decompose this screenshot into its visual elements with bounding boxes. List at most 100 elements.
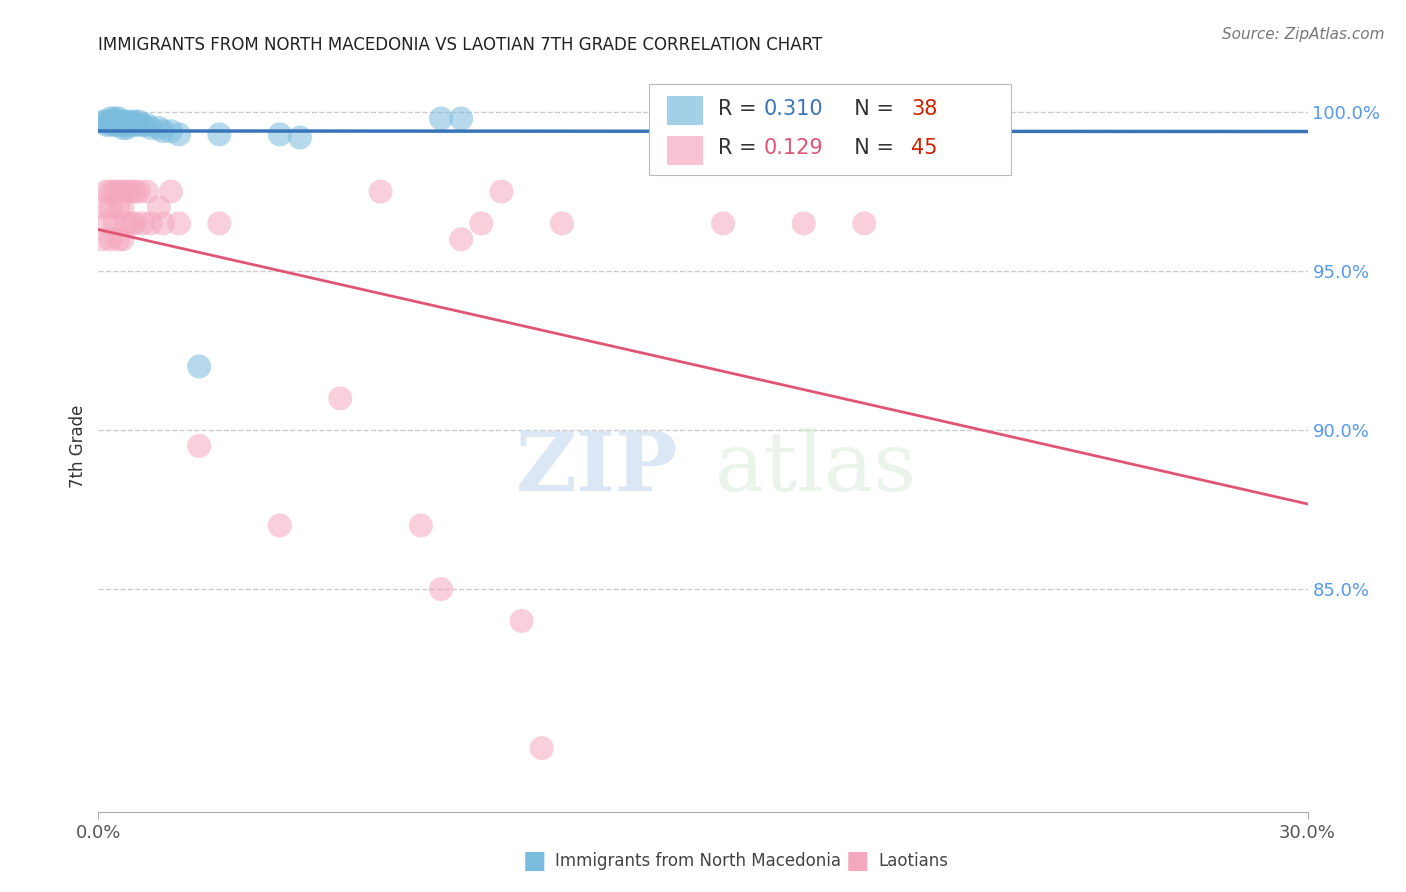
Text: R =: R = [717, 99, 763, 119]
Text: Laotians: Laotians [879, 852, 949, 870]
Point [132, 216, 155, 230]
Text: ■: ■ [523, 849, 546, 872]
Point [135, 118, 157, 132]
Point [167, 216, 190, 230]
Point [711, 216, 734, 230]
Point [208, 128, 231, 142]
Text: 45: 45 [911, 138, 938, 158]
Point [269, 128, 291, 142]
Point [128, 114, 150, 128]
Point [188, 439, 211, 453]
Point [124, 216, 146, 230]
Point [124, 114, 146, 128]
Point [91, 114, 114, 128]
Point [470, 216, 492, 230]
Point [100, 114, 122, 128]
Point [551, 216, 574, 230]
Text: ZIP: ZIP [516, 428, 679, 508]
Point [96, 185, 118, 199]
Point [148, 120, 170, 135]
Text: N =: N = [841, 99, 900, 119]
Point [111, 185, 134, 199]
Point [139, 120, 162, 135]
Point [111, 118, 134, 132]
Point [793, 216, 815, 230]
Point [111, 120, 134, 135]
Point [120, 114, 142, 128]
Point [107, 112, 129, 126]
Point [107, 232, 129, 246]
Point [103, 118, 125, 132]
Text: 0.129: 0.129 [763, 138, 823, 158]
Point [160, 124, 183, 138]
Point [450, 232, 472, 246]
Point [115, 185, 138, 199]
Point [491, 185, 513, 199]
Text: Immigrants from North Macedonia: Immigrants from North Macedonia [555, 852, 841, 870]
Point [288, 130, 311, 145]
Point [128, 185, 150, 199]
Point [269, 518, 291, 533]
Point [409, 518, 432, 533]
Point [120, 118, 142, 132]
Point [530, 741, 553, 756]
Text: R =: R = [717, 138, 763, 158]
Point [510, 614, 533, 628]
Text: 0.310: 0.310 [763, 99, 823, 119]
Point [111, 201, 134, 215]
Point [96, 118, 118, 132]
Point [188, 359, 211, 374]
Point [160, 185, 183, 199]
FancyBboxPatch shape [666, 96, 703, 126]
Point [139, 216, 162, 230]
Point [132, 118, 155, 132]
Point [107, 118, 129, 132]
Point [128, 118, 150, 132]
Point [100, 201, 122, 215]
Text: Source: ZipAtlas.com: Source: ZipAtlas.com [1222, 27, 1385, 42]
Point [430, 582, 453, 596]
Point [115, 216, 138, 230]
Point [107, 185, 129, 199]
Point [152, 216, 174, 230]
Point [107, 201, 129, 215]
Point [148, 201, 170, 215]
Text: 38: 38 [911, 99, 938, 119]
Point [111, 232, 134, 246]
Point [167, 128, 190, 142]
Point [103, 112, 125, 126]
Text: ■: ■ [846, 849, 869, 872]
Point [450, 112, 472, 126]
Point [91, 201, 114, 215]
FancyBboxPatch shape [666, 136, 703, 165]
Point [853, 216, 876, 230]
Point [103, 114, 125, 128]
Point [115, 120, 138, 135]
Point [208, 216, 231, 230]
Point [853, 108, 876, 122]
Text: atlas: atlas [716, 428, 917, 508]
Point [100, 112, 122, 126]
Point [100, 185, 122, 199]
Point [115, 114, 138, 128]
Text: N =: N = [841, 138, 900, 158]
Point [91, 232, 114, 246]
Point [103, 185, 125, 199]
Y-axis label: 7th Grade: 7th Grade [69, 404, 87, 488]
Point [107, 114, 129, 128]
Point [329, 392, 352, 406]
Point [120, 216, 142, 230]
Point [430, 112, 453, 126]
Point [111, 114, 134, 128]
Point [103, 216, 125, 230]
Point [115, 118, 138, 132]
Point [96, 216, 118, 230]
Point [124, 118, 146, 132]
FancyBboxPatch shape [648, 84, 1011, 176]
Point [152, 124, 174, 138]
Text: IMMIGRANTS FROM NORTH MACEDONIA VS LAOTIAN 7TH GRADE CORRELATION CHART: IMMIGRANTS FROM NORTH MACEDONIA VS LAOTI… [98, 36, 823, 54]
Point [135, 185, 157, 199]
Point [124, 185, 146, 199]
Point [370, 185, 392, 199]
Point [120, 185, 142, 199]
